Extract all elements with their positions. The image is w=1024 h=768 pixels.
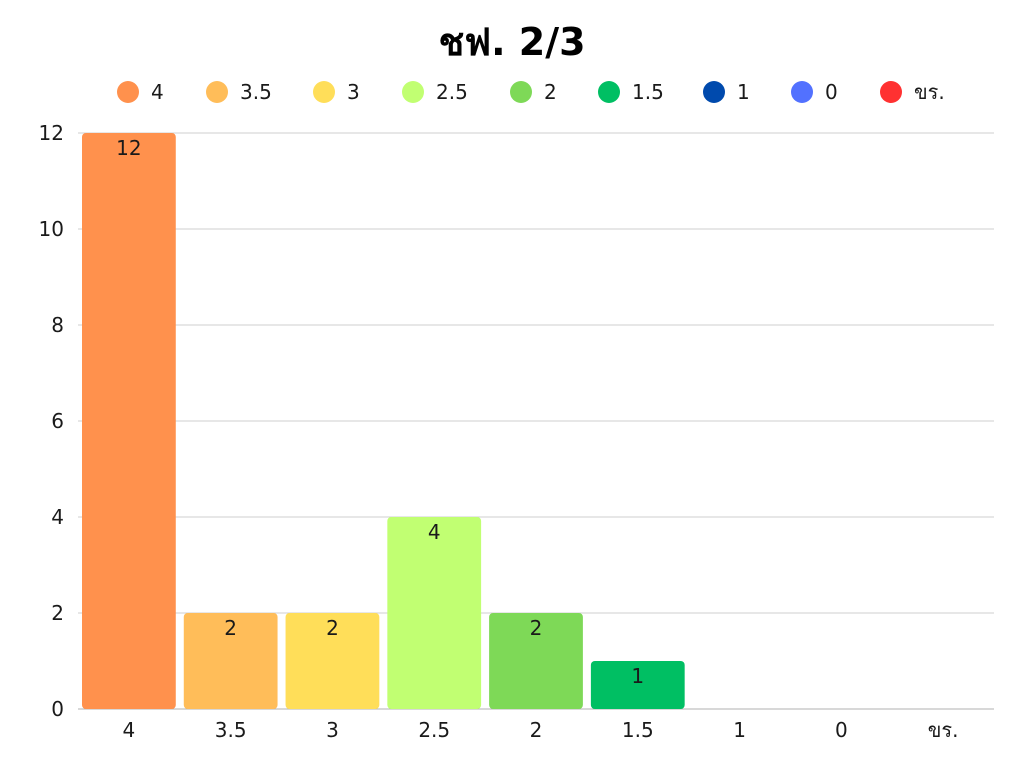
legend-item: 3.5 [206, 78, 272, 106]
legend-label: 1.5 [632, 80, 664, 104]
legend-item: 2 [510, 78, 557, 106]
x-tick-label: 1 [733, 718, 746, 742]
legend-label: ขร. [914, 80, 945, 104]
bar-1.5 [590, 661, 685, 709]
data-label: 1 [631, 664, 644, 688]
y-tick-label: 0 [51, 697, 64, 721]
x-tick-label: 4 [123, 718, 136, 742]
bar-2 [489, 613, 583, 709]
bar-2.5 [387, 517, 482, 709]
legend-label: 2 [544, 80, 557, 104]
y-tick-label: 10 [39, 217, 64, 241]
y-tick-label: 2 [51, 601, 64, 625]
legend-swatch [313, 81, 335, 103]
legend-label: 4 [151, 80, 164, 104]
legend-swatch [598, 81, 620, 103]
legend-label: 1 [737, 80, 750, 104]
legend-item: 0 [791, 78, 838, 106]
legend-item: ขร. [880, 78, 945, 106]
y-tick-label: 12 [39, 121, 64, 145]
legend-item: 1.5 [598, 78, 664, 106]
bar-4 [82, 133, 176, 709]
bar-3 [285, 613, 380, 709]
y-tick-label: 4 [51, 505, 64, 529]
data-label: 2 [224, 616, 237, 640]
x-tick-label: 0 [835, 718, 848, 742]
x-tick-label: 2.5 [418, 718, 450, 742]
legend-swatch [510, 81, 532, 103]
legend-swatch [206, 81, 228, 103]
data-label: 4 [428, 520, 441, 544]
y-tick-label: 6 [51, 409, 64, 433]
legend-label: 3 [347, 80, 360, 104]
chart-title: ชฟ. 2/3 [438, 20, 586, 64]
legend-item: 2.5 [402, 78, 468, 106]
x-tick-label: ขร. [928, 718, 959, 742]
y-tick-label: 8 [51, 313, 64, 337]
data-label: 2 [326, 616, 339, 640]
legend-swatch [402, 81, 424, 103]
legend-swatch [117, 81, 139, 103]
x-tick-label: 1.5 [622, 718, 654, 742]
legend-item: 1 [703, 78, 750, 106]
legend-label: 3.5 [240, 80, 272, 104]
bar-3.5 [183, 613, 278, 709]
data-label: 12 [116, 136, 141, 160]
x-tick-label: 3.5 [215, 718, 247, 742]
x-tick-label: 2 [530, 718, 543, 742]
x-tick-label: 3 [326, 718, 339, 742]
legend-swatch [880, 81, 902, 103]
legend-item: 4 [117, 78, 164, 106]
data-label: 2 [530, 616, 543, 640]
chart-legend: 4 3.5 3 2.5 2 1.5 1 0 ขร. [0, 78, 1024, 106]
legend-swatch [703, 81, 725, 103]
legend-item: 3 [313, 78, 360, 106]
legend-label: 2.5 [436, 80, 468, 104]
legend-swatch [791, 81, 813, 103]
legend-label: 0 [825, 80, 838, 104]
